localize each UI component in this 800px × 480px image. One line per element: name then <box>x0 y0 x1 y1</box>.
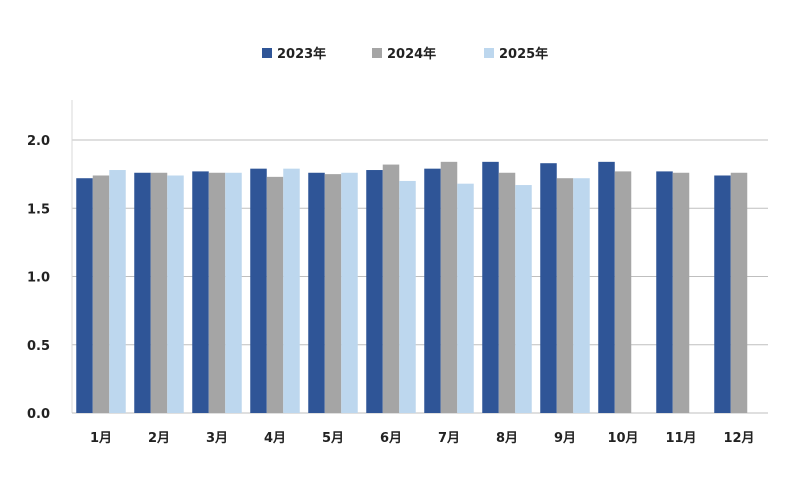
x-tick-label: 10月 <box>607 431 638 446</box>
bar-2024年-6月 <box>382 164 400 413</box>
bar-2024年-5月 <box>324 174 342 413</box>
x-tick-label: 6月 <box>380 431 402 446</box>
x-tick-label: 8月 <box>496 431 518 446</box>
bar-2025年-4月 <box>283 168 300 413</box>
legend-swatch-2025 <box>484 47 494 58</box>
x-tick-label: 1月 <box>90 431 112 446</box>
bar-2023年-9月 <box>540 163 557 413</box>
bar-2023年-5月 <box>308 172 325 413</box>
x-tick-label: 11月 <box>665 431 696 446</box>
x-tick-label: 7月 <box>438 431 460 446</box>
legend-label-2023: 2023年 <box>277 47 327 62</box>
bar-2024年-2月 <box>150 172 168 413</box>
bar-2024年-9月 <box>556 178 574 413</box>
bar-2025年-2月 <box>167 175 184 413</box>
x-tick-label: 5月 <box>322 431 344 446</box>
x-tick-label: 3月 <box>206 431 228 446</box>
bar-2023年-6月 <box>366 170 383 413</box>
chart-legend: 2023年 2024年 2025年 <box>0 43 800 62</box>
bar-2025年-7月 <box>457 183 474 413</box>
legend-item-2025: 2025年 <box>484 43 548 62</box>
y-tick-label: 0.0 <box>27 407 50 422</box>
y-tick-label: 0.5 <box>27 339 50 354</box>
legend-item-2024: 2024年 <box>372 43 436 62</box>
bar-2024年-1月 <box>92 175 110 413</box>
bar-2023年-4月 <box>250 168 267 413</box>
bar-2023年-12月 <box>714 175 731 413</box>
bar-2024年-4月 <box>266 176 284 413</box>
legend-swatch-2023 <box>262 47 272 58</box>
bar-2025年-9月 <box>573 178 590 413</box>
bar-2023年-10月 <box>598 161 615 413</box>
x-tick-label: 9月 <box>554 431 576 446</box>
bar-2025年-5月 <box>341 172 358 413</box>
bar-2024年-11月 <box>672 172 690 413</box>
bar-2023年-8月 <box>482 161 499 413</box>
bar-2024年-10月 <box>614 171 632 413</box>
bar-2025年-8月 <box>515 185 532 413</box>
y-tick-label: 2.0 <box>27 134 50 149</box>
bar-2023年-3月 <box>192 171 209 413</box>
bar-2024年-12月 <box>730 172 748 413</box>
y-tick-label: 1.0 <box>27 271 50 286</box>
x-tick-label: 12月 <box>723 431 754 446</box>
bar-2025年-6月 <box>399 180 416 413</box>
y-tick-label: 1.5 <box>27 202 50 217</box>
legend-label-2025: 2025年 <box>499 47 549 62</box>
bar-2024年-7月 <box>440 161 458 413</box>
bar-2025年-3月 <box>225 172 242 413</box>
bar-2025年-1月 <box>109 170 126 413</box>
legend-swatch-2024 <box>372 47 382 58</box>
legend-label-2024: 2024年 <box>387 47 437 62</box>
bar-2023年-11月 <box>656 171 673 413</box>
bar-2023年-1月 <box>76 178 93 413</box>
bar-2024年-3月 <box>208 172 226 413</box>
bar-2023年-2月 <box>134 172 151 413</box>
bar-2023年-7月 <box>424 168 441 413</box>
x-tick-label: 4月 <box>264 431 286 446</box>
x-tick-label: 2月 <box>148 431 170 446</box>
legend-item-2023: 2023年 <box>262 43 326 62</box>
bar-2024年-8月 <box>498 172 516 413</box>
